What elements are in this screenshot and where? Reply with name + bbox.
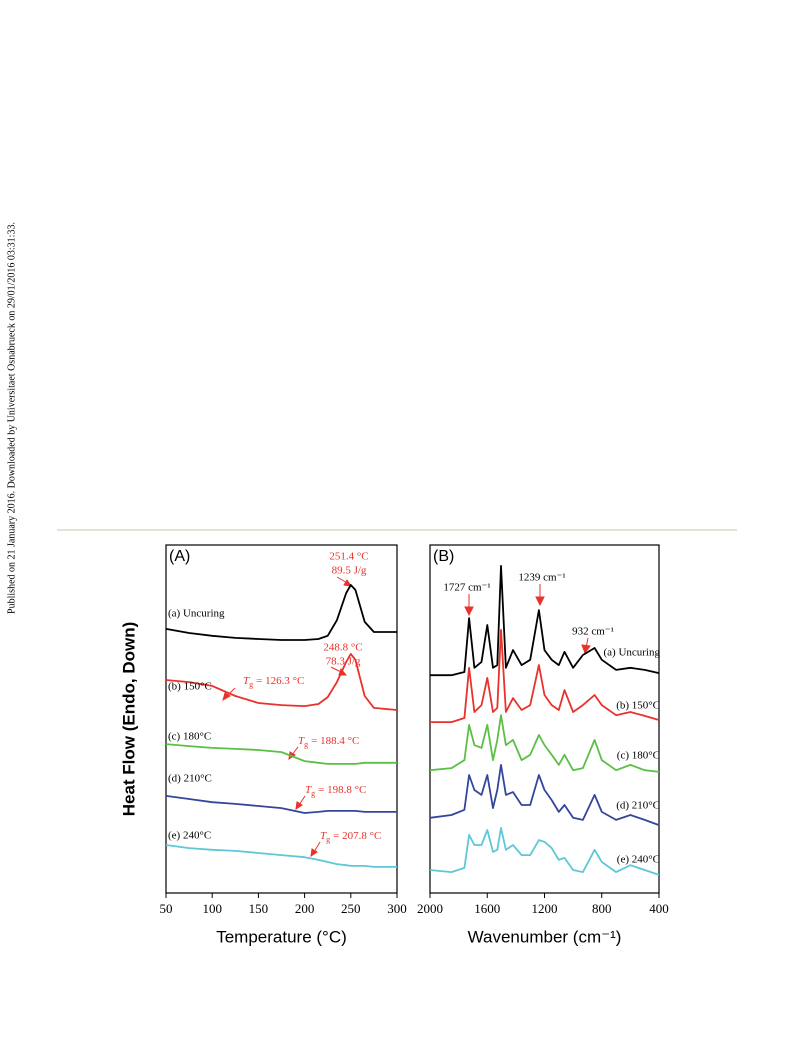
series-line <box>430 565 660 677</box>
x-axis-label: Wavenumber (cm⁻¹) <box>468 927 622 946</box>
tg-subscript: g <box>326 835 330 844</box>
x-tick-label: 2000 <box>417 901 443 916</box>
annotation: 1239 cm⁻¹ <box>518 572 565 584</box>
series-line <box>165 844 397 868</box>
series-label: (a) Uncuring <box>168 608 225 620</box>
series-line <box>165 743 397 765</box>
tg-text: = 198.8 °C <box>318 784 366 796</box>
side-note: Published on 21 January 2016. Downloaded… <box>6 222 17 614</box>
series-line <box>165 653 398 711</box>
x-tick-label: 1600 <box>474 901 500 916</box>
tg-symbol: T <box>305 784 312 796</box>
x-tick-label: 800 <box>592 901 612 916</box>
tg-text: = 126.3 °C <box>256 675 304 687</box>
x-tick-label: 250 <box>341 901 361 916</box>
series-label: (e) 240°C <box>168 830 211 842</box>
x-tick-label: 100 <box>202 901 222 916</box>
x-tick-label: 1200 <box>532 901 558 916</box>
tg-text: = 188.4 °C <box>311 735 359 747</box>
tg-annotation: Tg = 207.8 °C <box>320 830 381 844</box>
annotation: 248.8 °C <box>323 642 362 654</box>
annotation: 78.3 J/g <box>326 656 361 668</box>
series-label: (e) 240°C <box>617 854 660 866</box>
series-line <box>429 764 660 826</box>
series-line <box>430 629 660 723</box>
x-tick-label: 400 <box>649 901 669 916</box>
tg-symbol: T <box>298 735 305 747</box>
series-label: (b) 150°C <box>616 700 660 712</box>
series-line <box>165 584 397 641</box>
series-label: (c) 180°C <box>617 750 660 762</box>
tg-annotation: Tg = 126.3 °C <box>243 675 304 689</box>
tg-subscript: g <box>304 740 308 749</box>
x-tick-label: 50 <box>160 901 173 916</box>
series-line <box>429 827 660 876</box>
tg-subscript: g <box>249 680 253 689</box>
tg-annotation: Tg = 198.8 °C <box>305 784 366 798</box>
y-axis-label: Heat Flow (Endo, Down) <box>119 622 138 817</box>
annotation: 932 cm⁻¹ <box>572 626 614 638</box>
tg-symbol: T <box>243 675 250 687</box>
annotation: 251.4 °C <box>329 551 368 563</box>
x-tick-label: 200 <box>295 901 315 916</box>
tg-annotation: Tg = 188.4 °C <box>298 735 359 749</box>
plot-frame <box>165 544 398 894</box>
tg-symbol: T <box>320 830 327 842</box>
annotation: 89.5 J/g <box>332 565 367 577</box>
tg-text: = 207.8 °C <box>333 830 381 842</box>
x-tick-label: 150 <box>249 901 269 916</box>
annotation: 1727 cm⁻¹ <box>443 582 490 594</box>
x-tick-label: 300 <box>387 901 407 916</box>
series-label: (c) 180°C <box>168 731 211 743</box>
plot-frame <box>429 544 660 894</box>
tg-subscript: g <box>311 789 315 798</box>
panel-label: (A) <box>169 548 190 565</box>
x-axis-label: Temperature (°C) <box>216 927 347 946</box>
series-line <box>165 795 397 814</box>
series-label: (b) 150°C <box>168 681 212 693</box>
series-line <box>429 714 660 773</box>
arrows <box>222 576 591 858</box>
series-label: (a) Uncuring <box>603 647 660 659</box>
series-label: (d) 210°C <box>168 773 212 785</box>
series-label: (d) 210°C <box>616 800 660 812</box>
panel-label: (B) <box>433 548 454 565</box>
